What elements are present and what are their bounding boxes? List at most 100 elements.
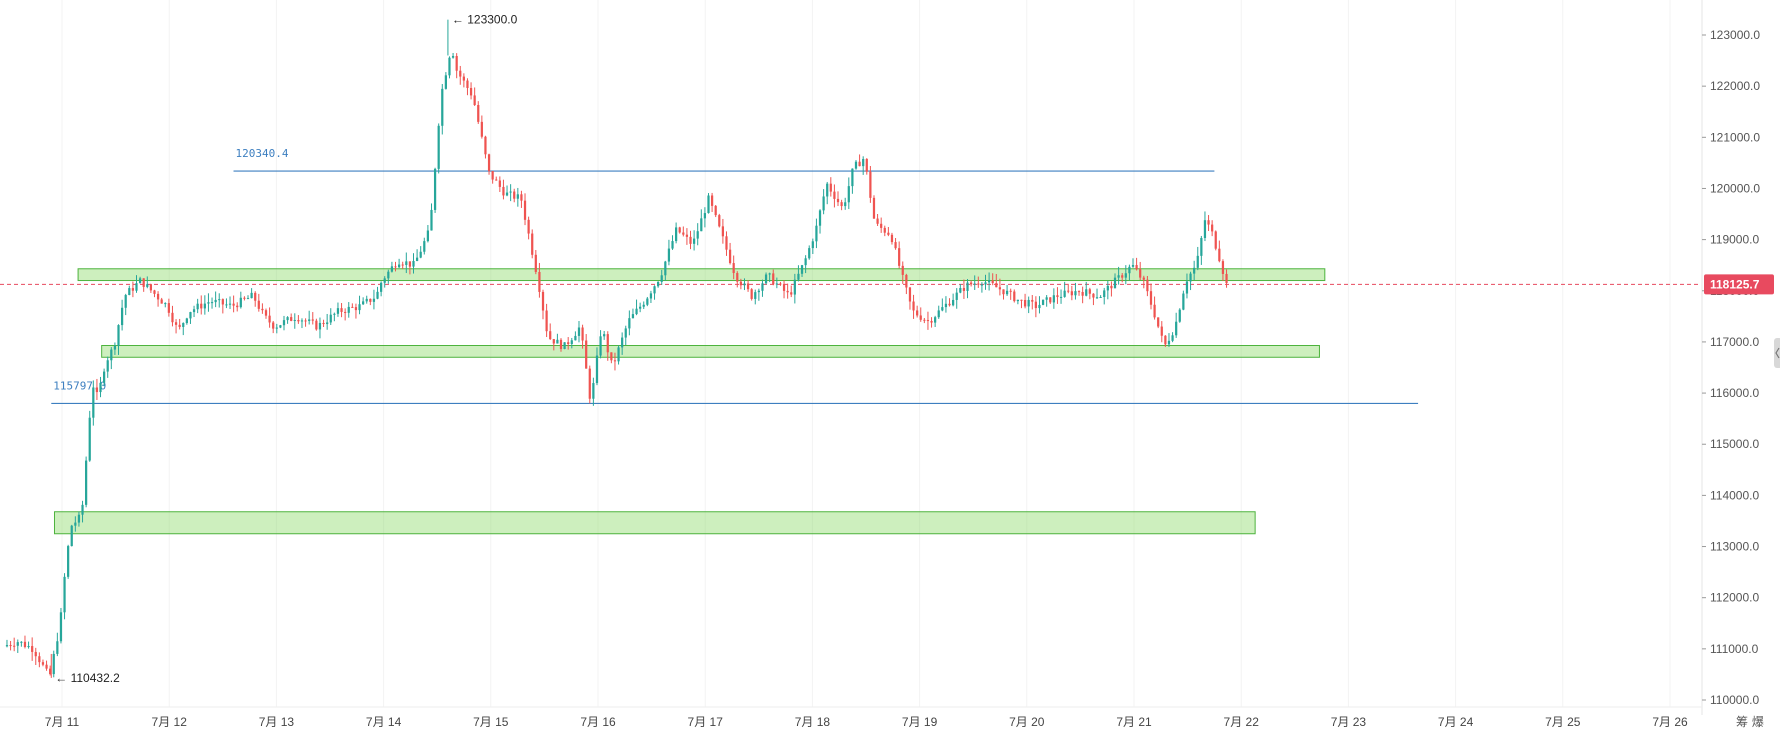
candle-body — [218, 299, 221, 301]
candle-body — [969, 282, 973, 285]
candle-body — [595, 355, 599, 384]
candle-body — [322, 322, 325, 325]
candle-body — [1052, 295, 1055, 303]
candle-body — [174, 322, 178, 325]
support-zone[interactable] — [77, 268, 1326, 282]
candle-body — [721, 226, 725, 237]
candle-body — [606, 334, 609, 353]
candle-body — [750, 289, 753, 299]
candle-body — [962, 288, 966, 291]
candle-body — [772, 273, 775, 285]
candle-body — [81, 504, 84, 515]
candle-body — [786, 290, 789, 293]
candle-body — [369, 298, 372, 302]
candle-body — [916, 310, 919, 316]
candle-body — [804, 258, 807, 266]
candle-body — [138, 278, 142, 284]
x-tick-label: 7月 12 — [152, 715, 188, 729]
candle-body — [77, 514, 81, 523]
candle-body — [1196, 255, 1199, 268]
candle-body — [1113, 277, 1117, 289]
candle-body — [1207, 220, 1210, 225]
candle-body — [865, 158, 868, 172]
candle-body — [1002, 289, 1005, 295]
candle-body — [5, 645, 9, 647]
candle-body — [390, 266, 394, 272]
candle-body — [977, 283, 980, 285]
candle-body — [628, 318, 631, 329]
candle-body — [646, 298, 649, 305]
candle-body — [444, 75, 447, 89]
candle-body — [99, 382, 102, 393]
candle-body — [448, 57, 451, 76]
candle-body — [1099, 297, 1102, 299]
candle-body — [236, 305, 239, 308]
candle-body — [1193, 267, 1196, 274]
candle-body — [732, 263, 735, 274]
candle-body — [437, 125, 440, 169]
candle-body — [408, 261, 412, 267]
support-zone[interactable] — [101, 345, 1320, 358]
candle-body — [984, 282, 987, 285]
candle-body — [221, 299, 224, 305]
candle-body — [207, 302, 210, 304]
candle-body — [415, 257, 419, 261]
y-tick-label: 111000.0 — [1710, 642, 1759, 656]
candle-body — [725, 236, 728, 250]
candle-body — [872, 197, 876, 219]
collapse-arrow-icon[interactable] — [1774, 338, 1780, 368]
candle-body — [930, 320, 933, 323]
candle-body — [1203, 220, 1207, 239]
corner-label[interactable]: 筹 爆 — [1736, 715, 1764, 729]
candle-body — [455, 55, 458, 71]
candle-body — [1009, 290, 1012, 292]
candle-body — [854, 161, 858, 169]
candle-body — [171, 312, 174, 323]
candle-body — [808, 248, 811, 259]
candle-body — [901, 265, 904, 275]
candle-body — [703, 213, 707, 219]
y-tick-label: 121000.0 — [1710, 130, 1760, 144]
candle-body — [423, 241, 426, 252]
candle-body — [779, 283, 782, 285]
candle-body — [1117, 275, 1120, 278]
candle-body — [1041, 299, 1045, 305]
support-zone[interactable] — [53, 511, 1256, 535]
candle-body — [657, 281, 660, 287]
candle-body — [128, 288, 131, 296]
candle-body — [1171, 335, 1174, 341]
candle-body — [376, 291, 379, 299]
candle-body — [682, 232, 685, 235]
candle-body — [1034, 301, 1037, 309]
candle-body — [527, 219, 530, 234]
x-tick-label: 7月 11 — [45, 715, 80, 729]
candle-body — [664, 261, 667, 276]
horizontal-line-label: 115797.0 — [53, 379, 106, 392]
candle-body — [304, 320, 307, 322]
candle-body — [124, 295, 127, 308]
candle-body — [333, 313, 336, 315]
candle-body — [991, 280, 994, 284]
x-tick-label: 7月 15 — [473, 715, 509, 729]
x-tick-label: 7月 20 — [1009, 715, 1045, 729]
candle-body — [746, 283, 750, 290]
candle-body — [973, 283, 976, 285]
candle-body — [552, 339, 555, 344]
candle-body — [599, 336, 602, 356]
candle-body — [534, 254, 537, 272]
candle-body — [340, 308, 343, 312]
candle-body — [754, 292, 757, 299]
candle-body — [372, 298, 376, 302]
candle-body — [987, 280, 991, 283]
candle-body — [117, 325, 120, 346]
candle-body — [1218, 248, 1221, 262]
candle-body — [498, 180, 501, 187]
candle-body — [1070, 291, 1073, 296]
candle-body — [351, 306, 354, 308]
candle-body — [275, 327, 278, 329]
candle-body — [880, 223, 883, 228]
candle-body — [279, 325, 282, 328]
candle-body — [639, 306, 642, 309]
